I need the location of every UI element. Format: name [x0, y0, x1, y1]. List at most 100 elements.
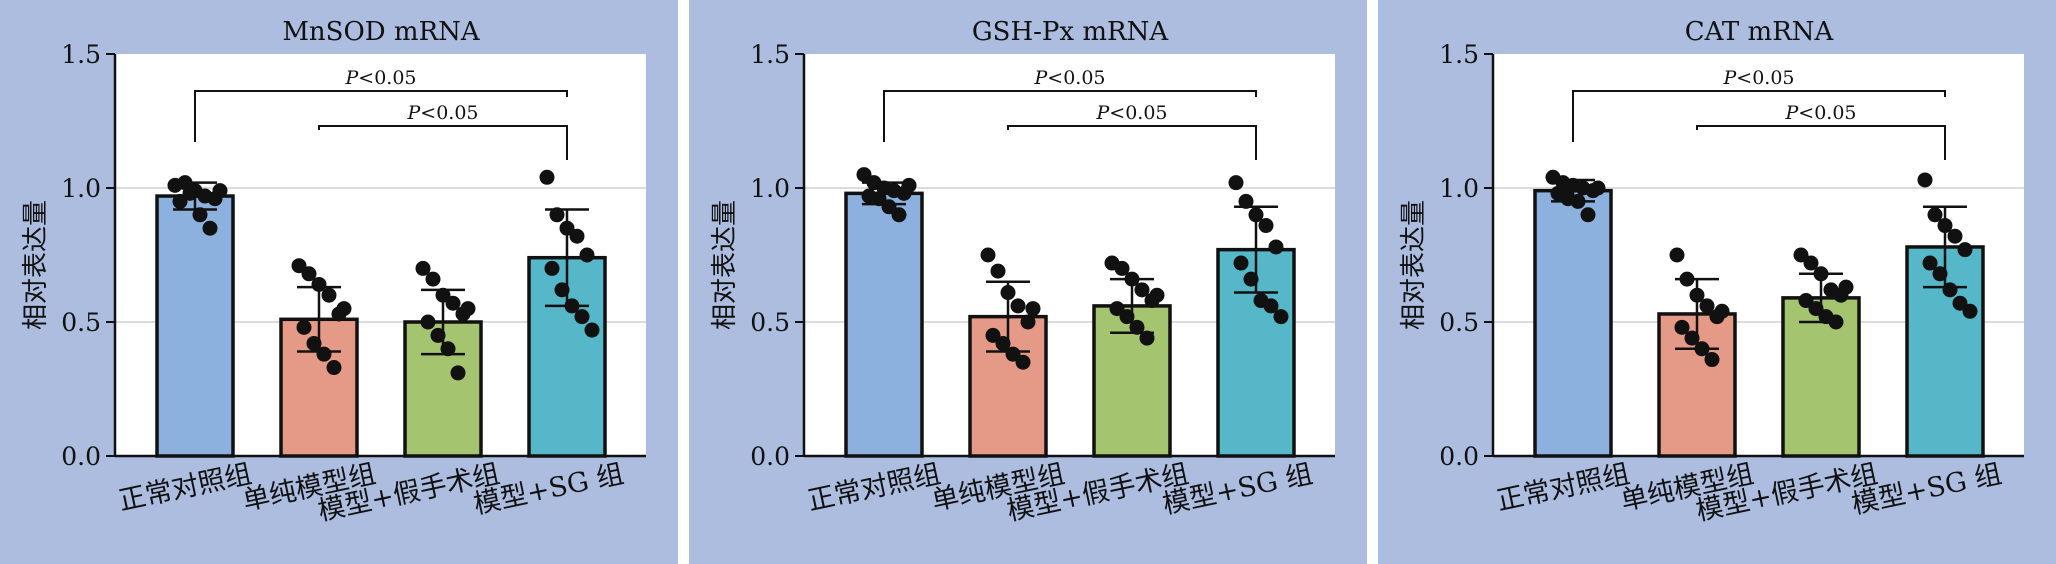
data-point — [1922, 255, 1938, 271]
chart-panel-2: GSH-Px mRNA0.00.51.01.5相对表达量正常对照组单纯模型组模型… — [689, 0, 1367, 564]
data-point — [182, 185, 198, 201]
data-point — [440, 341, 456, 357]
data-point — [1813, 266, 1829, 282]
data-point — [1258, 218, 1274, 234]
chart-title: GSH-Px mRNA — [972, 17, 1169, 47]
data-point — [584, 322, 600, 338]
data-point — [1228, 175, 1244, 191]
p-threshold: <0.05 — [1798, 102, 1856, 124]
y-tick-label: 0.5 — [1439, 308, 1479, 337]
significance-bracket — [194, 90, 568, 142]
data-point — [985, 327, 1001, 343]
data-point — [435, 287, 451, 303]
data-point — [301, 266, 317, 282]
data-point — [990, 263, 1006, 279]
y-tick-label: 1.0 — [750, 174, 790, 203]
data-point — [1947, 228, 1963, 244]
data-point — [1580, 207, 1596, 223]
data-point — [450, 365, 466, 381]
data-point — [202, 220, 218, 236]
data-point — [1838, 279, 1854, 295]
data-point — [569, 228, 585, 244]
data-point — [1124, 271, 1140, 287]
data-point — [1243, 271, 1259, 287]
p-threshold: <0.05 — [1736, 67, 1794, 89]
data-point — [579, 247, 595, 263]
data-point — [1119, 309, 1135, 325]
y-tick-label: 1.0 — [1439, 174, 1479, 203]
data-point — [856, 167, 872, 183]
data-point — [544, 260, 560, 276]
data-point — [1134, 282, 1150, 298]
significance-label: P<0.05 — [1784, 102, 1856, 124]
data-point — [291, 258, 307, 274]
bar-1 — [844, 191, 924, 458]
p-symbol: P — [1722, 67, 1737, 89]
data-point — [415, 260, 431, 276]
p-threshold: <0.05 — [420, 102, 478, 124]
data-point — [1932, 266, 1948, 282]
data-point — [554, 282, 570, 298]
data-point — [1803, 255, 1819, 271]
data-point — [1109, 301, 1125, 317]
data-point — [425, 271, 441, 287]
data-point — [1139, 330, 1155, 346]
significance-bracket — [1572, 90, 1946, 142]
data-point — [1015, 354, 1031, 370]
significance-bracket — [1696, 125, 1946, 160]
data-point — [1149, 287, 1165, 303]
data-point — [172, 193, 188, 209]
significance-label: P<0.05 — [406, 102, 478, 124]
y-tick-label: 1.5 — [750, 40, 790, 69]
y-tick-label: 0.5 — [750, 308, 790, 337]
data-point — [1793, 247, 1809, 263]
data-point — [1704, 352, 1720, 368]
data-point — [574, 309, 590, 325]
data-point — [1590, 180, 1606, 196]
data-point — [192, 207, 208, 223]
data-point — [1828, 314, 1844, 330]
data-point — [1962, 303, 1978, 319]
p-symbol: P — [1784, 102, 1799, 124]
significance-label: P<0.05 — [1095, 102, 1167, 124]
data-point — [1674, 319, 1690, 335]
data-point — [1025, 301, 1041, 317]
y-tick-label: 1.5 — [1439, 40, 1479, 69]
y-tick-label: 0.0 — [750, 442, 790, 471]
chart-title: CAT mRNA — [1685, 17, 1835, 47]
data-point — [1268, 239, 1284, 255]
y-tick-label: 0.0 — [1439, 442, 1479, 471]
data-point — [1937, 218, 1953, 234]
data-point — [1005, 346, 1021, 362]
data-point — [1114, 260, 1130, 276]
data-point — [1238, 193, 1254, 209]
y-tick-label: 0.0 — [61, 442, 101, 471]
p-threshold: <0.05 — [358, 67, 416, 89]
bar-3 — [1781, 296, 1861, 458]
significance-bracket — [318, 125, 568, 160]
data-point — [564, 298, 580, 314]
data-point — [1570, 193, 1586, 209]
p-symbol: P — [344, 67, 359, 89]
y-tick-label: 1.5 — [61, 40, 101, 69]
data-point — [445, 295, 461, 311]
p-threshold: <0.05 — [1047, 67, 1105, 89]
data-point — [881, 199, 897, 215]
bar-1 — [155, 194, 235, 458]
data-point — [1952, 295, 1968, 311]
data-point — [1010, 298, 1026, 314]
data-point — [460, 301, 476, 317]
data-point — [901, 177, 917, 193]
data-point — [1699, 298, 1715, 314]
p-threshold: <0.05 — [1109, 102, 1167, 124]
data-point — [316, 346, 332, 362]
y-tick-label: 1.0 — [61, 174, 101, 203]
data-point — [430, 327, 446, 343]
data-point — [1957, 242, 1973, 258]
significance-bracket — [883, 90, 1257, 142]
data-point — [871, 191, 887, 207]
data-point — [306, 335, 322, 351]
p-symbol: P — [1095, 102, 1110, 124]
data-point — [1689, 287, 1705, 303]
data-point — [1263, 298, 1279, 314]
